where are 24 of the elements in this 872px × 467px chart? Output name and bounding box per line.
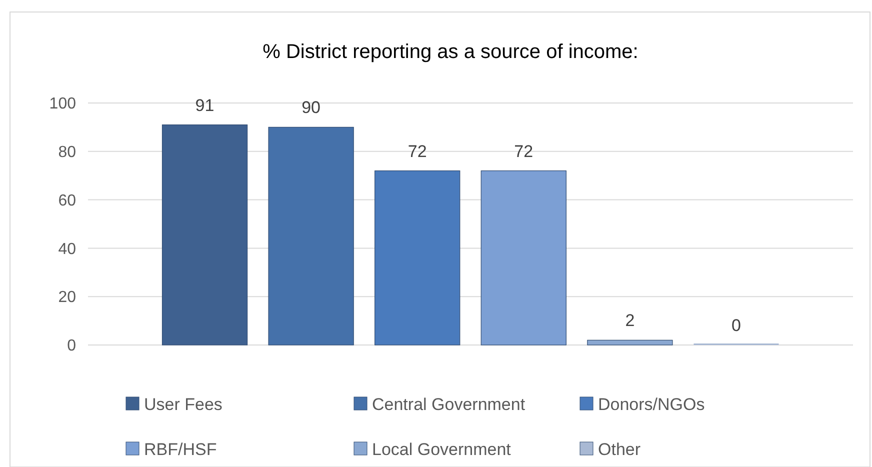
chart-title: % District reporting as a source of income: bbox=[262, 41, 638, 63]
y-tick-label: 0 bbox=[67, 338, 76, 355]
bar bbox=[162, 124, 248, 346]
y-tick-label: 100 bbox=[49, 96, 76, 113]
data-label: 72 bbox=[408, 142, 427, 161]
bar bbox=[268, 126, 354, 346]
legend-label: Local Government bbox=[372, 440, 512, 459]
data-label: 72 bbox=[514, 142, 534, 161]
legend-label: RBF/HSF bbox=[144, 440, 217, 459]
y-tick-label: 60 bbox=[58, 192, 76, 210]
data-label: 0 bbox=[732, 316, 741, 335]
data-label: 91 bbox=[195, 96, 214, 115]
y-tick-label: 40 bbox=[58, 240, 76, 258]
bar bbox=[480, 170, 566, 346]
legend-label: Donors/NGOs bbox=[598, 394, 705, 414]
bar bbox=[587, 340, 673, 346]
data-label: 90 bbox=[302, 98, 321, 118]
y-tick-label: 20 bbox=[58, 289, 76, 306]
y-tick-label: 80 bbox=[58, 144, 76, 161]
bar bbox=[374, 170, 460, 346]
legend-label: User Fees bbox=[144, 394, 222, 414]
legend-label: Central Government bbox=[372, 394, 526, 414]
legend-label: Other bbox=[598, 440, 641, 459]
data-label: 2 bbox=[625, 311, 635, 330]
